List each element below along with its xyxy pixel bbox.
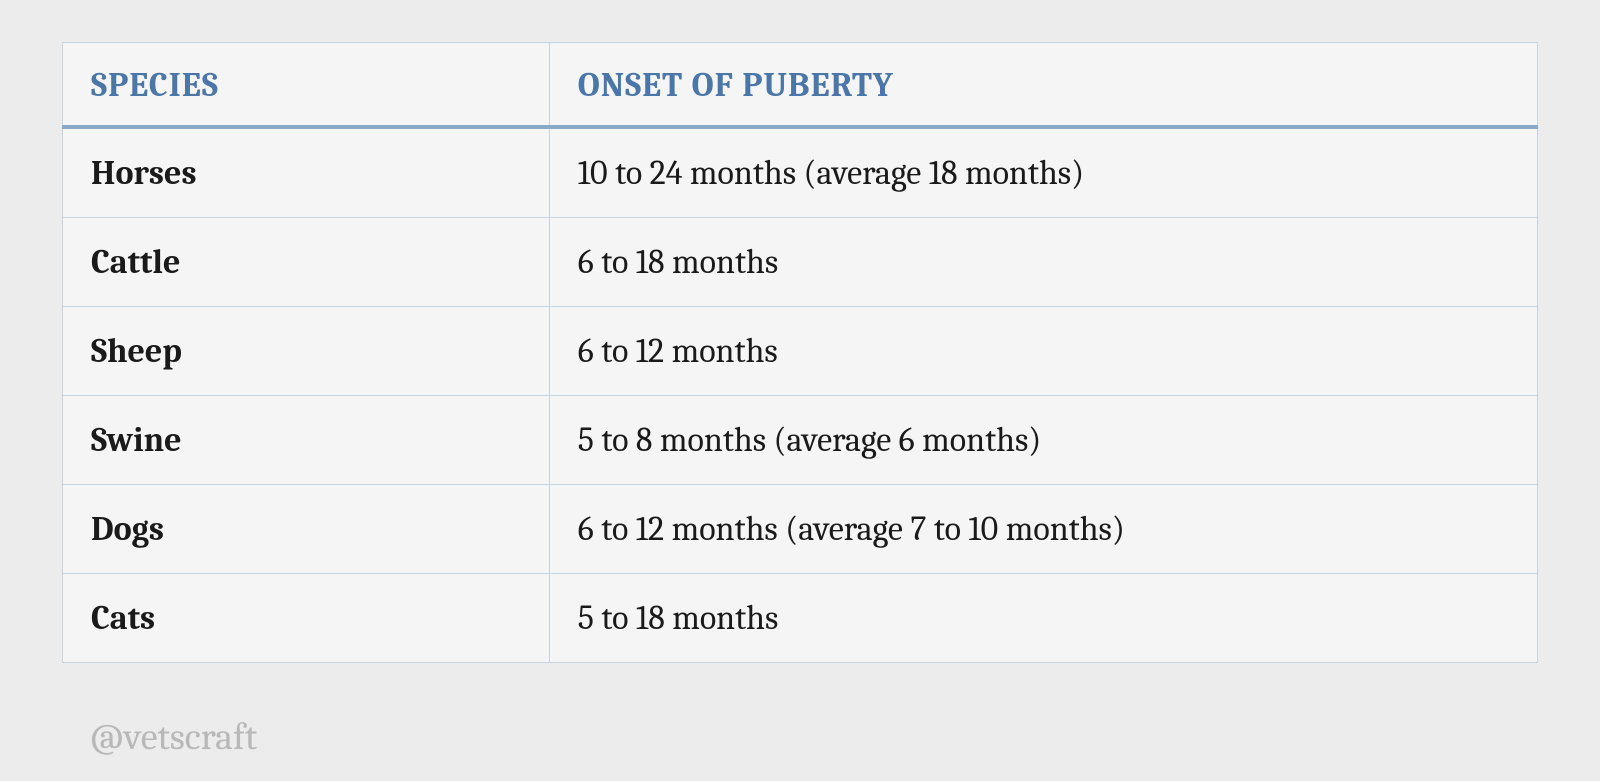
cell-onset: 5 to 18 months xyxy=(549,574,1537,663)
cell-onset: 6 to 12 months (average 7 to 10 months) xyxy=(549,485,1537,574)
cell-species: Horses xyxy=(63,127,550,218)
table-row: Sheep 6 to 12 months xyxy=(63,307,1538,396)
table-row: Swine 5 to 8 months (average 6 months) xyxy=(63,396,1538,485)
table-header-row: SPECIES ONSET OF PUBERTY xyxy=(63,43,1538,128)
cell-species: Swine xyxy=(63,396,550,485)
col-header-onset: ONSET OF PUBERTY xyxy=(549,43,1537,128)
cell-onset: 6 to 12 months xyxy=(549,307,1537,396)
table-row: Cats 5 to 18 months xyxy=(63,574,1538,663)
cell-species: Sheep xyxy=(63,307,550,396)
table-row: Dogs 6 to 12 months (average 7 to 10 mon… xyxy=(63,485,1538,574)
watermark-text: @vetscraft xyxy=(90,715,257,759)
table-row: Cattle 6 to 18 months xyxy=(63,218,1538,307)
cell-species: Cats xyxy=(63,574,550,663)
cell-species: Cattle xyxy=(63,218,550,307)
puberty-table: SPECIES ONSET OF PUBERTY Horses 10 to 24… xyxy=(62,42,1538,663)
cell-onset: 5 to 8 months (average 6 months) xyxy=(549,396,1537,485)
col-header-species: SPECIES xyxy=(63,43,550,128)
cell-species: Dogs xyxy=(63,485,550,574)
table-row: Horses 10 to 24 months (average 18 month… xyxy=(63,127,1538,218)
cell-onset: 6 to 18 months xyxy=(549,218,1537,307)
cell-onset: 10 to 24 months (average 18 months) xyxy=(549,127,1537,218)
